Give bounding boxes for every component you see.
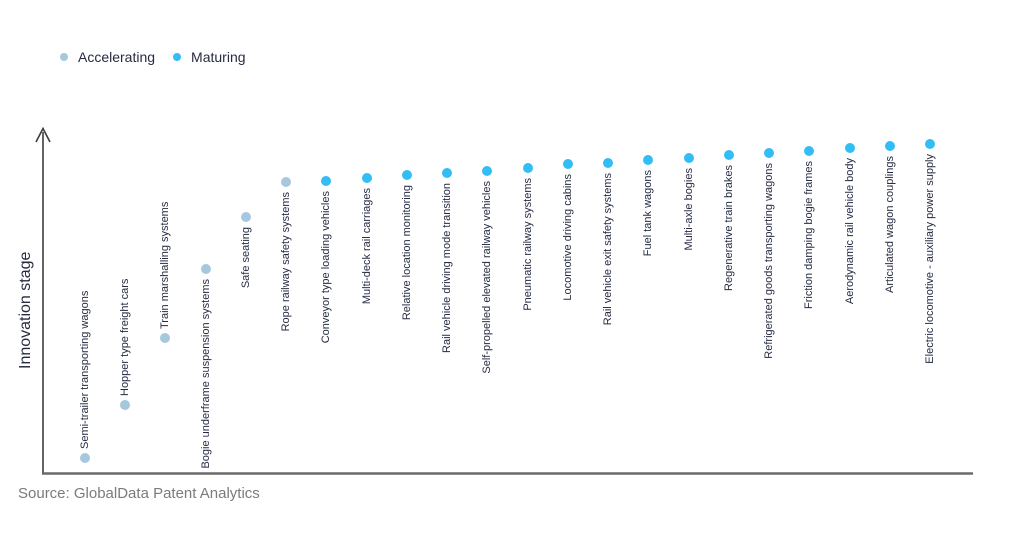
- data-point[interactable]: [442, 168, 453, 179]
- data-point[interactable]: [804, 146, 815, 157]
- y-axis-arrow-icon: [35, 126, 51, 143]
- point-label: Semi-trailer transporting wagons: [79, 290, 91, 450]
- legend-label: Accelerating: [78, 49, 156, 65]
- point-label: Friction damping bogie frames: [803, 161, 816, 309]
- point-label: Aerodynamic rail vehicle body: [843, 157, 856, 305]
- data-point[interactable]: [240, 211, 251, 222]
- point-label: Electric locomotive - auxiliary power su…: [924, 153, 937, 364]
- data-point[interactable]: [120, 400, 131, 410]
- point-label: Fuel tank wagons: [642, 169, 655, 257]
- point-label: Self-propelled elevated railway vehicles: [481, 181, 494, 374]
- data-point[interactable]: [723, 150, 734, 161]
- point-label: Multi-deck rail carriages: [360, 187, 373, 305]
- maturing-dot-icon: [173, 53, 182, 61]
- point-label: Rail vehicle exit safety systems: [602, 172, 615, 326]
- data-point[interactable]: [764, 148, 775, 159]
- data-point[interactable]: [603, 157, 614, 168]
- data-point[interactable]: [482, 166, 493, 177]
- legend: Accelerating Maturing: [60, 49, 246, 65]
- point-label: Locomotive driving cabins: [561, 173, 574, 301]
- accelerating-dot-icon: [60, 53, 68, 61]
- data-point[interactable]: [884, 140, 895, 151]
- point-label: Rail vehicle driving mode transition: [441, 183, 454, 354]
- source-note: Source: GlobalData Patent Analytics: [18, 485, 260, 502]
- data-point[interactable]: [522, 163, 533, 174]
- point-label: Refrigerated goods transporting wagons: [763, 163, 776, 359]
- point-label: Multi-axle bogies: [682, 168, 695, 251]
- point-label: Bogie underframe suspension systems: [199, 279, 212, 469]
- data-point[interactable]: [361, 172, 372, 183]
- point-label: Safe seating: [239, 226, 252, 289]
- data-point[interactable]: [683, 153, 694, 164]
- point-label: Articulated wagon couplings: [883, 155, 896, 293]
- data-point[interactable]: [281, 176, 292, 187]
- data-point[interactable]: [844, 142, 855, 153]
- point-label: Train marshalling systems: [159, 201, 172, 330]
- point-label: Hopper type freight cars: [119, 278, 132, 396]
- data-point[interactable]: [562, 158, 573, 169]
- legend-item-maturing[interactable]: Maturing: [173, 49, 246, 65]
- data-point[interactable]: [200, 264, 211, 274]
- point-label: Conveyor type loading vehicles: [320, 190, 333, 344]
- point-label: Pneumatic railway systems: [521, 178, 534, 311]
- legend-item-accelerating[interactable]: Accelerating: [60, 49, 155, 65]
- data-point[interactable]: [321, 175, 332, 186]
- point-label: Relative location monitoring: [400, 185, 413, 321]
- data-point[interactable]: [401, 170, 412, 181]
- legend-label: Maturing: [191, 49, 246, 65]
- point-label: Regenerative train brakes: [722, 165, 735, 292]
- data-point[interactable]: [925, 138, 936, 149]
- data-point[interactable]: [80, 453, 90, 464]
- data-point[interactable]: [160, 333, 171, 344]
- data-point[interactable]: [643, 154, 654, 165]
- point-label: Rope railway safety systems: [280, 191, 293, 332]
